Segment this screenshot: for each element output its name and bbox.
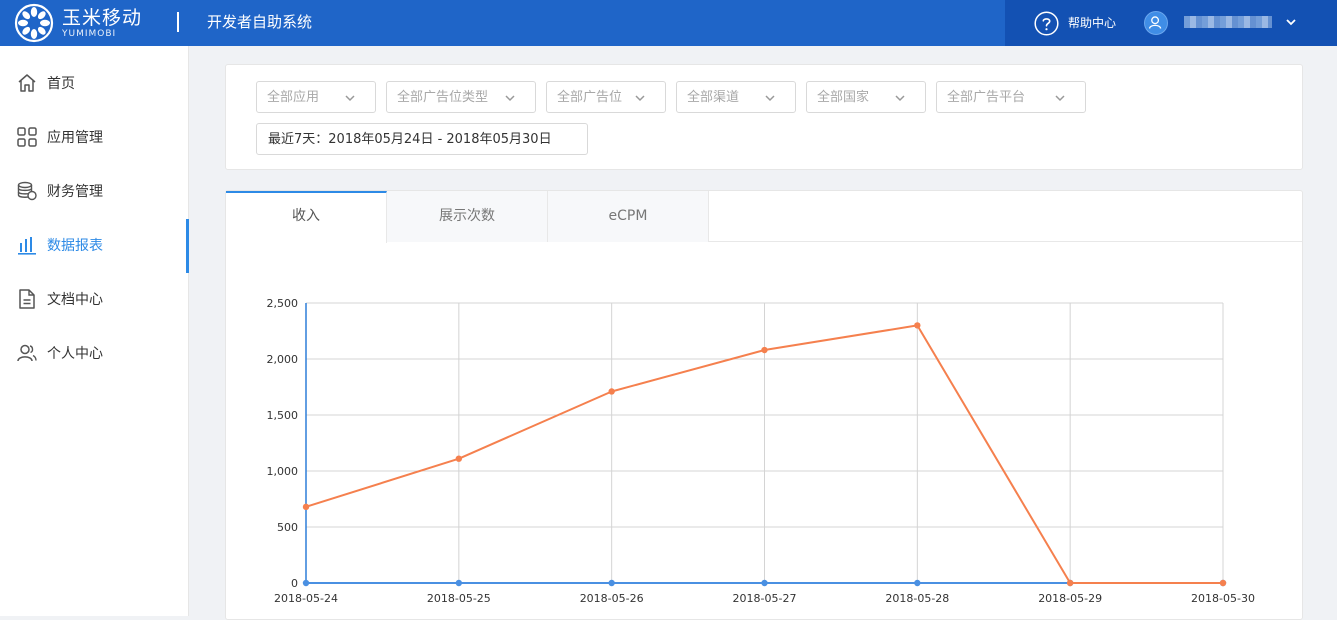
y-tick-label: 1,000 bbox=[267, 465, 299, 478]
header-divider bbox=[177, 12, 179, 32]
sidebar-item-reports[interactable]: 数据报表 bbox=[0, 219, 189, 273]
y-tick-label: 0 bbox=[291, 577, 298, 590]
sidebar-item-profile[interactable]: 个人中心 bbox=[0, 327, 189, 381]
sidebar-item-label: 数据报表 bbox=[47, 238, 103, 254]
sidebar-item-app-management[interactable]: 应用管理 bbox=[0, 111, 189, 165]
chart-panel: 收入 展示次数 eCPM 0 500 1,000 1,500 2,000 2,500 201… bbox=[225, 190, 1303, 620]
logo-flower-icon bbox=[14, 3, 54, 43]
data-point bbox=[1066, 579, 1074, 587]
ad-slot-select[interactable]: 全部广告位 bbox=[546, 81, 666, 113]
select-value: 全部广告位类型 bbox=[397, 90, 489, 105]
sidebar-item-docs[interactable]: 文档中心 bbox=[0, 273, 189, 327]
logo-chinese-name: 玉米移动 bbox=[62, 7, 143, 29]
sidebar-item-label: 财务管理 bbox=[47, 184, 103, 200]
tab-impressions[interactable]: 展示次数 bbox=[387, 191, 548, 242]
document-icon bbox=[19, 289, 35, 309]
select-value: 全部国家 bbox=[817, 90, 870, 105]
data-point bbox=[914, 579, 921, 587]
user-group-icon bbox=[17, 344, 37, 362]
data-point bbox=[608, 388, 615, 395]
date-range-value: 最近7天：2018年05月24日 - 2018年05月30日 bbox=[268, 132, 552, 147]
data-point bbox=[302, 503, 310, 511]
y-tick-label: 2,500 bbox=[267, 297, 299, 310]
tab-revenue[interactable]: 收入 bbox=[226, 191, 387, 243]
chevron-down-icon bbox=[895, 95, 905, 102]
sidebar-item-label: 首页 bbox=[47, 76, 75, 92]
brand-logo[interactable]: 玉米移动 YUMIMOBI bbox=[12, 3, 147, 43]
user-icon bbox=[1148, 16, 1162, 29]
x-tick-label: 2018-05-26 bbox=[580, 592, 644, 605]
data-point bbox=[914, 322, 921, 329]
data-point bbox=[455, 455, 463, 462]
system-title: 开发者自助系统 bbox=[207, 13, 313, 31]
chevron-down-icon bbox=[505, 95, 515, 102]
tab-label: 收入 bbox=[292, 208, 320, 224]
data-point bbox=[608, 579, 615, 587]
metric-tabs: 收入 展示次数 eCPM bbox=[226, 191, 1302, 243]
data-point bbox=[761, 579, 768, 587]
select-value: 全部渠道 bbox=[687, 90, 740, 105]
select-value: 全部广告平台 bbox=[947, 90, 1026, 105]
sidebar-item-label: 个人中心 bbox=[47, 346, 103, 362]
coins-icon bbox=[17, 181, 37, 201]
select-value: 全部应用 bbox=[267, 90, 320, 105]
chevron-down-icon bbox=[635, 95, 645, 102]
sidebar-item-label: 文档中心 bbox=[47, 292, 103, 308]
user-avatar[interactable] bbox=[1144, 11, 1168, 35]
y-tick-label: 500 bbox=[277, 521, 298, 534]
sidebar-item-finance[interactable]: 财务管理 bbox=[0, 165, 189, 219]
header-right-area: 帮助中心 bbox=[1005, 0, 1337, 46]
channel-select[interactable]: 全部渠道 bbox=[676, 81, 796, 113]
help-center-link[interactable]: 帮助中心 bbox=[1068, 16, 1117, 30]
sidebar: 首页 应用管理 财务管理 数据报表 文档中心 bbox=[0, 46, 189, 616]
tab-label: eCPM bbox=[608, 208, 648, 224]
logo-text: 玉米移动 YUMIMOBI bbox=[62, 7, 142, 39]
sidebar-item-label: 应用管理 bbox=[47, 130, 103, 146]
y-tick-label: 1,500 bbox=[267, 409, 299, 422]
y-tick-label: 2,000 bbox=[267, 353, 299, 366]
ad-slot-type-select[interactable]: 全部广告位类型 bbox=[386, 81, 536, 113]
apps-grid-icon bbox=[17, 127, 37, 147]
data-point bbox=[455, 579, 463, 587]
bar-chart-icon bbox=[18, 237, 36, 255]
sidebar-item-home[interactable]: 首页 bbox=[0, 57, 189, 111]
chevron-down-icon bbox=[345, 95, 355, 102]
logo-english-name: YUMIMOBI bbox=[62, 29, 117, 39]
ad-platform-select[interactable]: 全部广告平台 bbox=[936, 81, 1086, 113]
chevron-down-icon[interactable] bbox=[1284, 15, 1298, 29]
data-point bbox=[761, 346, 768, 354]
user-name-blurred[interactable] bbox=[1184, 16, 1272, 28]
date-range-picker[interactable]: 最近7天：2018年05月24日 - 2018年05月30日 bbox=[256, 123, 588, 155]
data-point bbox=[302, 579, 310, 587]
tab-label: 展示次数 bbox=[439, 208, 495, 224]
tab-ecpm[interactable]: eCPM bbox=[548, 191, 709, 242]
data-point bbox=[1219, 579, 1227, 587]
help-circle-icon[interactable] bbox=[1034, 11, 1059, 36]
select-value: 全部广告位 bbox=[557, 90, 623, 105]
x-tick-label: 2018-05-28 bbox=[885, 592, 949, 605]
revenue-line-chart: 0 500 1,000 1,500 2,000 2,500 2018-05-24 2018-0… bbox=[267, 297, 1255, 605]
country-select[interactable]: 全部国家 bbox=[806, 81, 926, 113]
filter-panel: 全部应用 全部广告位类型 全部广告位 全部渠道 全部国家 全部广告平台 最近7天… bbox=[225, 64, 1303, 170]
chevron-down-icon bbox=[1055, 95, 1065, 102]
x-tick-label: 2018-05-29 bbox=[1038, 592, 1102, 605]
chevron-down-icon bbox=[765, 95, 775, 102]
app-select[interactable]: 全部应用 bbox=[256, 81, 376, 113]
home-icon bbox=[18, 74, 36, 92]
x-tick-label: 2018-05-27 bbox=[733, 592, 797, 605]
top-bar: 玉米移动 YUMIMOBI 开发者自助系统 帮助中心 bbox=[0, 0, 1337, 46]
x-tick-label: 2018-05-25 bbox=[427, 592, 491, 605]
x-tick-label: 2018-05-24 bbox=[274, 592, 338, 605]
x-tick-label: 2018-05-30 bbox=[1191, 592, 1255, 605]
